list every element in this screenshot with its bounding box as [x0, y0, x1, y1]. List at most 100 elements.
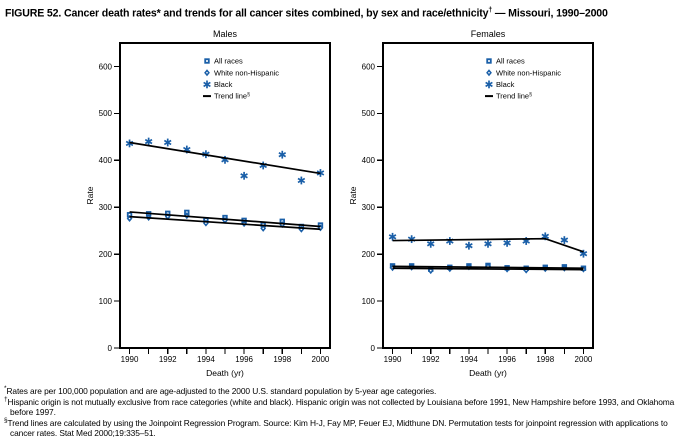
y-axis-males: 0 100 200 300 400 500 600	[99, 62, 120, 353]
point-males-black-1998	[278, 150, 287, 159]
y-tick-label-males-200: 200	[99, 250, 113, 259]
x-tick-label-females-1998: 1998	[536, 355, 554, 364]
x-tick-label-males-1996: 1996	[235, 355, 253, 364]
x-tick-label-males-1998: 1998	[273, 355, 291, 364]
y-tick-label-females-200: 200	[362, 250, 376, 259]
y-tick-label-males-600: 600	[99, 62, 113, 71]
trend-line-females-white-non-hispanic	[392, 267, 584, 271]
y-tick-label-males-0: 0	[108, 344, 113, 353]
footnote-hispanic-origin-marker: †	[4, 395, 8, 403]
legend-marker-black-icon	[203, 80, 211, 89]
y-tick-label-males-400: 400	[99, 156, 113, 165]
figure-title: FIGURE 52. Cancer death rates* and trend…	[5, 4, 683, 21]
trend-lines-males	[129, 141, 321, 231]
footnote-trend-lines: §Trend lines are calculated by using the…	[4, 416, 683, 439]
males-chart: Males 0 100 200 300 400 500 600 Rate 1990 1992 1994…	[80, 25, 340, 390]
y-tick-label-females-500: 500	[362, 109, 376, 118]
point-males-black-1997	[259, 161, 267, 170]
legend-label-males-black: Black	[214, 80, 233, 89]
legend-males: All races White non-Hispanic Black Trend li…	[203, 57, 279, 101]
footnote-trend-lines-marker: §	[4, 416, 8, 424]
x-tick-label-females-2000: 2000	[575, 355, 593, 364]
trend-line-males-black	[129, 141, 321, 175]
x-tick-label-females-1996: 1996	[498, 355, 516, 364]
legend-marker-white-non-hispanic-icon	[486, 69, 492, 77]
y-tick-label-males-500: 500	[99, 109, 113, 118]
footnote-hispanic-origin-text: Hispanic origin is not mutually exclusiv…	[7, 396, 675, 418]
point-females-black-1990	[388, 232, 397, 241]
footnotes: *Rates are per 100,000 population and ar…	[4, 385, 683, 439]
figure-title-suffix: — Missouri, 1990–2000	[492, 7, 608, 20]
point-females-black-1993	[446, 237, 454, 245]
trend-line-males-all-races	[129, 211, 321, 228]
footnote-rates-text: Rates are per 100,000 population and are…	[6, 386, 437, 396]
x-axis-label-females: Death (yr)	[469, 368, 507, 378]
legend-label-males-white-non-hispanic: White non-Hispanic	[214, 68, 279, 77]
y-axis-females: 0 100 200 300 400 500 600	[362, 62, 383, 353]
legend-marker-white-non-hispanic-icon	[204, 69, 210, 77]
series-females-black	[388, 232, 588, 258]
y-tick-label-females-400: 400	[362, 156, 376, 165]
point-females-black-1991	[407, 235, 416, 244]
x-tick-label-males-1992: 1992	[159, 355, 177, 364]
males-chart-svg: Males 0 100 200 300 400 500 600 Rate 1990 1992 1994…	[85, 29, 331, 378]
y-tick-label-females-600: 600	[362, 62, 376, 71]
legend-marker-all-races-icon	[204, 58, 210, 64]
point-females-black-1996	[503, 238, 511, 247]
x-tick-label-males-1994: 1994	[197, 355, 215, 364]
figure-title-text: FIGURE 52. Cancer death rates* and trend…	[5, 7, 489, 20]
footnote-hispanic-origin: †Hispanic origin is not mutually exclusi…	[4, 395, 683, 418]
trend-line-females-black	[392, 237, 584, 253]
x-axis-males: 1990 1992 1994 1996 1998 2000	[121, 348, 330, 364]
trend-line-females-all-races	[392, 265, 584, 270]
legend-label-males-all-races: All races	[214, 57, 243, 66]
footnote-rates-marker: *	[4, 385, 7, 393]
y-axis-label-males: Rate	[85, 186, 95, 204]
y-tick-label-females-0: 0	[371, 344, 376, 353]
legend-label-females-white-non-hispanic: White non-Hispanic	[496, 68, 561, 77]
figure-title-dagger: †	[488, 7, 493, 14]
y-tick-label-males-100: 100	[99, 297, 113, 306]
legend-marker-all-races-icon	[486, 58, 492, 64]
point-males-white-non-hispanic-1997	[260, 224, 267, 232]
x-axis-females: 1990 1992 1994 1996 1998 2000	[384, 348, 593, 364]
point-males-black-1992	[163, 138, 172, 147]
x-tick-label-females-1992: 1992	[422, 355, 440, 364]
y-tick-label-males-300: 300	[99, 203, 113, 212]
legend-label-males-trend-line: Trend line§	[214, 92, 250, 101]
y-tick-label-females-100: 100	[362, 297, 376, 306]
point-females-black-1999	[560, 236, 569, 244]
point-females-black-1994	[465, 241, 473, 250]
x-tick-label-males-2000: 2000	[312, 355, 330, 364]
footnote-rates: *Rates are per 100,000 population and ar…	[4, 385, 683, 397]
footnote-trend-lines-text: Trend lines are calculated by using the …	[7, 417, 668, 439]
point-males-black-1999	[297, 176, 306, 185]
point-males-black-1991	[144, 137, 153, 146]
plot-frame-females	[382, 42, 594, 349]
point-females-white-non-hispanic-1992	[427, 267, 434, 275]
x-tick-label-females-1994: 1994	[460, 355, 478, 364]
point-males-all-races-1990	[126, 212, 133, 218]
y-tick-label-females-300: 300	[362, 203, 376, 212]
legend-marker-black-icon	[485, 80, 493, 89]
point-females-black-1992	[426, 239, 435, 248]
x-tick-label-females-1990: 1990	[384, 355, 402, 364]
chart-title-females: Females	[471, 29, 506, 39]
trend-line-males-white-non-hispanic	[129, 215, 321, 231]
x-tick-label-males-1990: 1990	[121, 355, 139, 364]
legend-label-females-trend-line: Trend line§	[496, 92, 532, 101]
point-males-black-1996	[240, 171, 248, 180]
legend-label-females-black: Black	[496, 80, 515, 89]
legend-females: All races White non-Hispanic Black Trend li…	[485, 57, 561, 101]
point-males-all-races-1997	[260, 221, 266, 228]
trend-lines-females	[392, 237, 584, 271]
chart-title-males: Males	[213, 29, 238, 39]
females-chart: Females 0 100 200 300 400 500 600 Rate 1990 1992 19…	[343, 25, 603, 390]
series-males-black	[125, 137, 325, 185]
point-females-black-1995	[484, 239, 492, 248]
y-axis-label-females: Rate	[348, 186, 358, 204]
legend-label-females-all-races: All races	[496, 57, 525, 66]
point-males-white-non-hispanic-1992	[164, 213, 171, 221]
